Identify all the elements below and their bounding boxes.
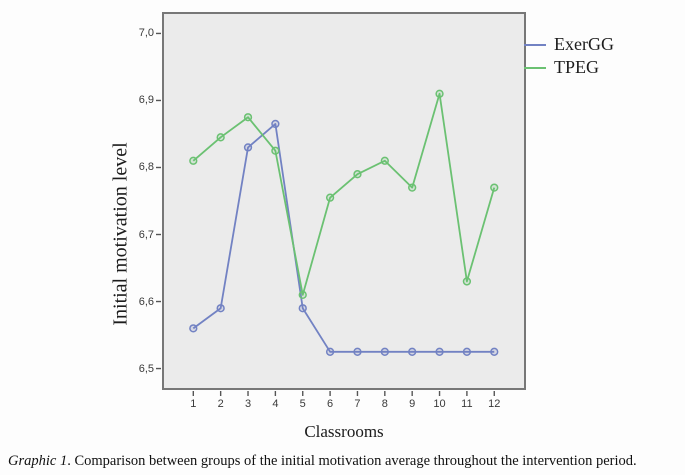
data-point-tpeg <box>408 183 417 192</box>
caption-text: . Comparison between groups of the initi… <box>67 453 637 469</box>
data-point-tpeg <box>189 156 198 165</box>
y-tick-label: 6,8 <box>138 161 154 174</box>
figure-caption: Graphic 1. Comparison between groups of … <box>8 452 680 470</box>
data-point-exergg <box>271 119 280 129</box>
x-tick-label: 8 <box>381 398 388 410</box>
x-tick-label: 9 <box>409 398 416 410</box>
data-point-tpeg <box>216 133 225 142</box>
legend-entry-tpeg: TPEG <box>524 56 614 79</box>
data-point-tpeg <box>353 170 362 179</box>
data-point-exergg <box>298 304 307 313</box>
legend: ExerGG TPEG <box>524 33 614 79</box>
data-point-tpeg <box>490 183 499 192</box>
data-point-exergg <box>490 347 499 356</box>
series-line-tpeg <box>192 92 496 296</box>
legend-swatch <box>524 66 546 69</box>
legend-label: TPEG <box>554 57 599 77</box>
data-point-tpeg <box>435 89 444 98</box>
x-tick-label: 11 <box>461 398 473 410</box>
x-tick-label: 1 <box>190 398 197 410</box>
legend-label: ExerGG <box>554 34 614 54</box>
legend-entry-exergg: ExerGG <box>524 33 614 56</box>
y-tick-label: 6,9 <box>138 94 154 107</box>
data-point-tpeg <box>325 193 335 202</box>
x-axis-title: Classrooms <box>304 422 384 441</box>
data-point-tpeg <box>380 156 389 165</box>
x-tick-label: 7 <box>354 398 361 410</box>
data-point-exergg <box>380 347 389 356</box>
x-tick-label: 4 <box>272 398 279 410</box>
plot-area <box>162 12 526 390</box>
data-point-tpeg <box>462 277 472 286</box>
caption-label: Graphic 1 <box>8 453 68 469</box>
y-tick-label: 6,6 <box>138 295 154 308</box>
chart-canvas <box>156 32 499 396</box>
data-point-tpeg <box>298 290 307 299</box>
data-point-exergg <box>216 304 225 313</box>
data-point-exergg <box>353 347 362 356</box>
x-tick-label: 2 <box>217 398 224 410</box>
y-tick-label: 6,7 <box>138 228 154 241</box>
data-point-exergg <box>189 324 198 333</box>
legend-swatch <box>524 43 546 46</box>
data-point-exergg <box>408 347 417 356</box>
y-axis-title: Initial motivation level <box>109 142 132 326</box>
y-tick-label: 7,0 <box>138 27 154 40</box>
series-line-exergg <box>192 123 495 353</box>
x-tick-label: 12 <box>488 398 501 410</box>
x-tick-label: 10 <box>433 398 446 410</box>
data-point-exergg <box>325 347 335 356</box>
x-tick-label: 5 <box>299 398 306 410</box>
data-point-tpeg <box>271 146 280 155</box>
data-point-exergg <box>435 347 444 356</box>
data-point-tpeg <box>243 113 253 122</box>
y-tick-label: 6,5 <box>138 362 154 375</box>
data-point-exergg <box>243 143 253 152</box>
x-tick-label: 3 <box>244 398 252 410</box>
x-tick-label: 6 <box>327 398 334 410</box>
data-point-exergg <box>462 347 472 356</box>
